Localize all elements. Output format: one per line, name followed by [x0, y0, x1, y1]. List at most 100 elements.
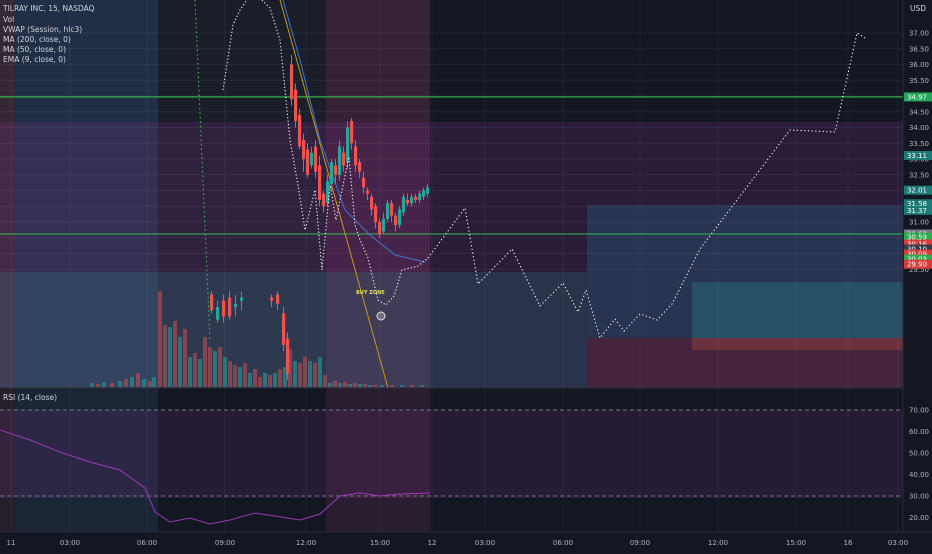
price-tag	[904, 239, 932, 249]
volume-bar	[348, 384, 352, 387]
candle-body	[286, 338, 290, 374]
candle-body	[398, 209, 402, 226]
indicator-ma50[interactable]: MA (50, close, 0)	[3, 45, 67, 54]
candle-body	[390, 203, 394, 216]
time-tick-label: 03:00	[888, 539, 908, 547]
volume-bar	[248, 373, 252, 387]
candle-body	[410, 196, 414, 204]
candle-body	[222, 300, 226, 317]
volume-bar	[333, 381, 337, 387]
volume-bar	[410, 385, 414, 387]
currency-label: USD	[909, 4, 926, 13]
volume-bar	[96, 384, 100, 387]
volume-bar	[203, 337, 207, 387]
volume-bar	[148, 381, 152, 387]
volume-bar	[353, 383, 357, 387]
volume-bar	[163, 325, 167, 387]
price-tag	[904, 232, 932, 242]
volume-bar	[238, 367, 242, 387]
volume-bar	[102, 382, 106, 387]
candle-body	[338, 146, 342, 175]
volume-bar	[124, 379, 128, 387]
indicator-ma200[interactable]: MA (200, close, 0)	[3, 35, 71, 44]
candle-body	[318, 165, 322, 200]
price-tick-label: 34.00	[909, 124, 929, 132]
volume-bar	[258, 377, 262, 387]
volume-bar	[198, 359, 202, 387]
price-tag	[904, 259, 932, 269]
price-tick-label: 34.50	[909, 108, 929, 116]
candle-body	[394, 215, 398, 226]
candle-body	[406, 199, 410, 204]
candle-body	[314, 146, 318, 172]
price-tag-label: 31.37	[907, 207, 927, 215]
volume-bar	[420, 385, 424, 387]
indicator-ema9[interactable]: EMA (9, close, 0)	[3, 55, 66, 64]
rsi-zone	[0, 410, 903, 498]
volume-bar	[368, 385, 372, 387]
price-tag-label: 30.59	[907, 234, 927, 242]
indicator-vwap[interactable]: VWAP (Session, hlc3)	[3, 25, 83, 34]
indicator-vol[interactable]: Vol	[3, 15, 15, 24]
volume-bar	[303, 357, 307, 387]
volume-bar	[218, 347, 222, 387]
candle-body	[422, 190, 426, 197]
volume-bar	[363, 384, 367, 387]
price-tag-label: 33.11	[907, 152, 927, 160]
rsi-tick-label: 20.00	[909, 514, 929, 522]
rsi-line	[0, 429, 431, 525]
volume-bar	[152, 377, 156, 387]
session-band	[16, 0, 158, 388]
price-tag	[904, 244, 932, 254]
time-tick-label: 12:00	[708, 539, 728, 547]
stop-box	[587, 338, 903, 388]
ma200-line	[194, 0, 211, 341]
volume-bar	[298, 363, 302, 387]
candle-body	[306, 149, 310, 175]
candle-body	[366, 190, 370, 194]
price-tag	[904, 151, 932, 161]
candle-body	[342, 152, 346, 166]
session-band	[326, 388, 430, 550]
price-tag-label: 31.58	[907, 200, 927, 208]
price-tick-label: 35.50	[909, 77, 929, 85]
price-tag-label: 34.97	[907, 93, 927, 101]
price-tag-label: 30.03	[907, 256, 927, 264]
purple-zone	[0, 122, 903, 388]
volume-bar	[193, 353, 197, 387]
candle-body	[290, 64, 294, 100]
volume-bar	[110, 383, 114, 387]
volume-bar	[283, 367, 287, 387]
volume-bar	[308, 361, 312, 387]
price-tick-label: 29.50	[909, 266, 929, 274]
volume-bar	[158, 291, 162, 387]
volume-bar	[118, 381, 122, 387]
time-tick-label: 16	[844, 539, 853, 547]
candle-body	[402, 196, 406, 213]
candle-body	[374, 206, 378, 222]
volume-bar	[293, 361, 297, 387]
price-tick-label: 37.00	[909, 30, 929, 38]
rsi-tick-label: 60.00	[909, 428, 929, 436]
volume-bar	[328, 383, 332, 387]
price-tag	[904, 254, 932, 264]
price-tag-label: 30.10	[907, 246, 927, 254]
volume-bar	[400, 385, 404, 387]
time-tick-label: 06:00	[553, 539, 573, 547]
time-tick-label: 03:00	[475, 539, 495, 547]
candle-body	[418, 193, 422, 200]
time-tick-label: 12	[428, 539, 437, 547]
candle-body	[228, 297, 232, 317]
volume-bar	[90, 383, 94, 387]
volume-bar	[223, 357, 227, 387]
price-tick-label: 33.50	[909, 140, 929, 148]
volume-bar	[273, 373, 277, 387]
time-tick-label: 12:00	[296, 539, 316, 547]
volume-bar	[253, 369, 257, 387]
rsi-label[interactable]: RSI (14, close)	[3, 393, 58, 402]
candle-body	[282, 313, 286, 345]
rsi-tick-label: 70.00	[909, 407, 929, 415]
price-tag	[904, 205, 932, 215]
